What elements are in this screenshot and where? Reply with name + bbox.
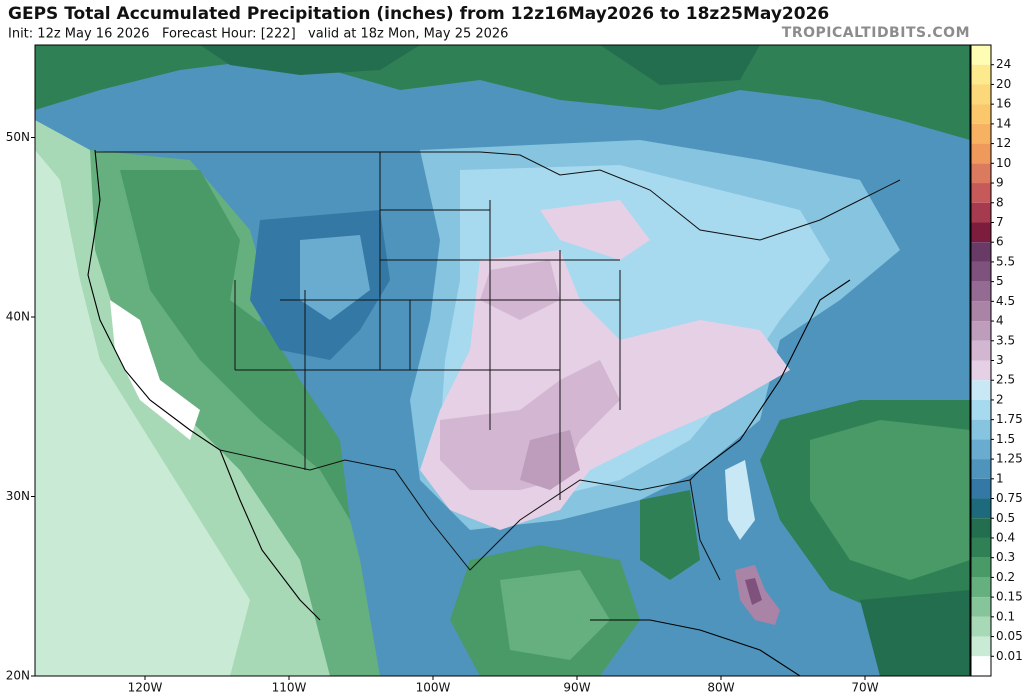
lon-label: 80W [707,681,734,695]
borders [87,149,901,676]
colorbar-swatch [971,656,991,676]
colorbar-swatch [971,222,991,243]
colorbar-swatch [971,459,991,479]
colorbar-swatch [971,202,991,223]
colorbar-swatch [971,577,991,598]
lat-label: 50N [6,130,30,144]
map-frame [34,44,971,677]
colorbar-label: 4.5 [996,294,1015,308]
colorbar-swatch [971,557,991,578]
colorbar-swatch [971,478,991,499]
colorbar-swatch [971,537,991,558]
colorbar-swatch [971,380,991,400]
colorbar-swatch [971,64,991,85]
colorbar-swatch [971,242,991,262]
colorbar-label: 2 [996,392,1004,406]
lat-label: 40N [6,310,30,324]
colorbar-swatch [971,183,991,203]
colorbar-swatch [971,616,991,637]
colorbar-label: 0.4 [996,530,1015,544]
colorbar-label: 16 [996,97,1011,111]
colorbar-swatch [971,518,991,538]
colorbar-label: 2.5 [996,373,1015,387]
colorbar-swatch [971,123,991,144]
colorbar-label: 5.5 [996,254,1015,268]
colorbar-swatch [971,439,991,460]
colorbar-label: 0.3 [996,550,1015,564]
colorbar-label: 8 [996,195,1004,209]
colorbar-label: 14 [996,116,1011,130]
colorbar-swatch [971,45,991,65]
watermark: TROPICALTIDBITS.COM [782,25,970,41]
lon-label: 90W [563,681,590,695]
colorbar-swatch [971,399,991,420]
colorbar-label: 0.01 [996,649,1023,663]
colorbar-label: 0.15 [996,590,1023,604]
colorbar-label: 0.5 [996,511,1015,525]
colorbar-label: 10 [996,156,1011,170]
lon-label: 100W [416,681,451,695]
colorbar-swatch [971,143,991,164]
colorbar-swatch [971,498,991,519]
lat-label: 20N [6,669,30,683]
colorbar-label: 9 [996,176,1004,190]
colorbar-swatch [971,340,991,361]
colorbar-label: 1 [996,471,1004,485]
colorbar-label: 0.05 [996,629,1023,643]
colorbar-swatch [971,360,991,381]
colorbar-swatch [971,104,991,124]
colorbar-label: 1.25 [996,452,1023,466]
lon-label: 110W [272,681,307,695]
colorbar-swatch [971,163,991,184]
colorbar-label: 3.5 [996,333,1015,347]
colorbar-swatch [971,419,991,440]
colorbar-label: 0.75 [996,491,1023,505]
colorbar-swatch [971,261,991,282]
colorbar-swatch [971,301,991,322]
title: GEPS Total Accumulated Precipitation (in… [8,4,829,24]
colorbar-label: 6 [996,235,1004,249]
subtitle: Init: 12z May 16 2026 Forecast Hour: [22… [8,27,508,42]
lon-label: 70W [851,681,878,695]
colorbar-label: 12 [996,136,1011,150]
colorbar-label: 20 [996,77,1011,91]
lon-label: 120W [128,681,163,695]
colorbar-swatch [971,281,991,302]
colorbar-label: 1.5 [996,432,1015,446]
colorbar-label: 4 [996,314,1004,328]
colorbar-swatch [971,321,991,341]
colorbar-label: 1.75 [996,412,1023,426]
colorbar-label: 7 [996,215,1004,229]
colorbar-label: 5 [996,274,1004,288]
colorbar-label: 3 [996,353,1004,367]
colorbar-swatch [971,636,991,657]
colorbar-swatch [971,597,991,617]
colorbar-label: 24 [996,57,1011,71]
lat-label: 30N [6,489,30,503]
colorbar-label: 0.1 [996,609,1015,623]
colorbar-label: 0.2 [996,570,1015,584]
precip-field [35,45,970,676]
colorbar-swatch [971,84,991,105]
